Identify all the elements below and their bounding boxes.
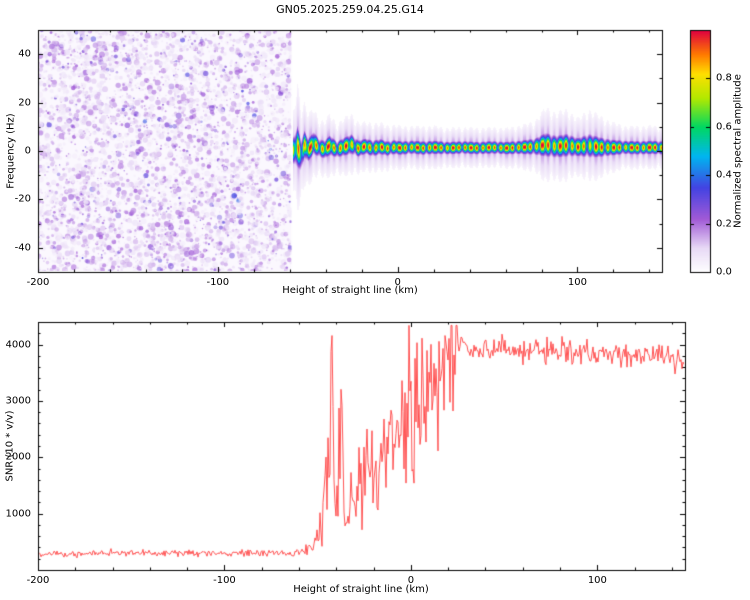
tick-label: 100 bbox=[587, 575, 607, 586]
figure-title: GN05.2025.259.04.25.G14 bbox=[276, 3, 424, 16]
tick-label: -100 bbox=[213, 575, 236, 586]
tick-label: 1000 bbox=[5, 508, 31, 520]
tick-label: -200 bbox=[26, 575, 50, 586]
tick-label: 3000 bbox=[5, 395, 31, 407]
tick-label: 4000 bbox=[5, 339, 31, 351]
tick-label: 20 bbox=[18, 97, 31, 109]
tick-label: 0.6 bbox=[716, 121, 732, 133]
tick-label: 0 bbox=[24, 145, 31, 157]
spectrogram-xlabel: Height of straight line (km) bbox=[282, 285, 418, 296]
tick-label: 100 bbox=[567, 277, 588, 288]
tick-label: 2000 bbox=[5, 451, 31, 463]
tick-label: -20 bbox=[14, 193, 31, 205]
tick-label: -200 bbox=[26, 277, 50, 288]
tick-label: 0.0 bbox=[716, 266, 732, 278]
colorbar-label: Normalized spectral amplitude bbox=[732, 74, 744, 228]
tick-label: -100 bbox=[206, 277, 230, 288]
tick-label: 0 bbox=[394, 277, 401, 288]
tick-label: 0.2 bbox=[716, 218, 732, 230]
tick-label: 0.4 bbox=[716, 169, 732, 181]
spectrogram-ylabel: Frequency (Hz) bbox=[5, 113, 17, 189]
snr-ylabel: SNR (10 * v/v) bbox=[4, 410, 16, 482]
tick-label: 0 bbox=[407, 575, 415, 586]
tick-label: 40 bbox=[18, 48, 31, 60]
snr-xlabel: Height of straight line (km) bbox=[293, 584, 429, 595]
tick-label: 0.8 bbox=[716, 72, 732, 84]
tick-label: -40 bbox=[14, 242, 31, 254]
